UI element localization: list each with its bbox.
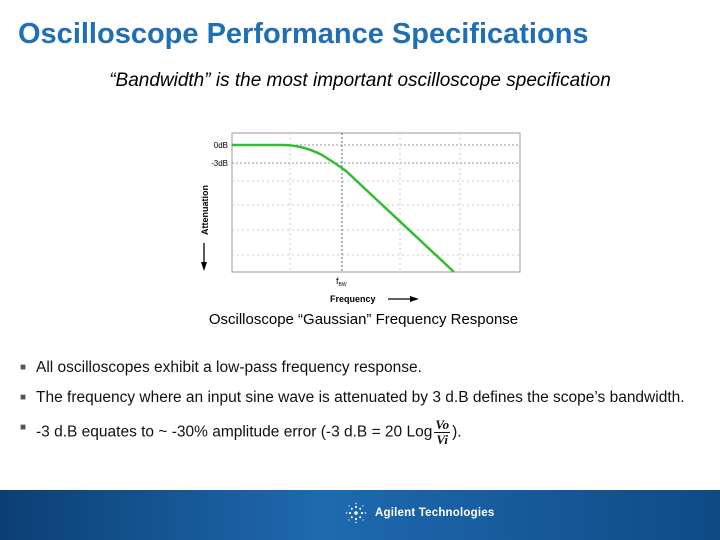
- fraction-denominator: Vi: [436, 432, 448, 447]
- brand-name: Agilent Technologies: [375, 507, 495, 519]
- slide-title: Oscilloscope Performance Specifications: [18, 18, 589, 50]
- frequency-response-chart: 0dB -3dB Attenuation fBW Frequency: [190, 125, 535, 310]
- bullet-square-icon: ■: [20, 362, 27, 373]
- y-axis-label: Attenuation: [200, 185, 210, 235]
- voltage-ratio-fraction: Vo Vi: [434, 417, 451, 447]
- x-axis-label: Frequency: [330, 294, 376, 304]
- bullet-text-end: ).: [452, 423, 462, 441]
- y-axis-arrowhead: [201, 262, 207, 271]
- bullet-text: The frequency where an input sine wave i…: [36, 389, 685, 406]
- bullet-item: ■ The frequency where an input sine wave…: [20, 388, 705, 407]
- slide-subtitle: “Bandwidth” is the most important oscill…: [109, 70, 611, 91]
- tick-label-0db: 0dB: [214, 141, 228, 150]
- chart-caption: Oscilloscope “Gaussian” Frequency Respon…: [208, 311, 519, 328]
- bullet-item: ■ -3 d.B equates to ~ -30% amplitude err…: [20, 418, 705, 447]
- bullet-text: All oscilloscopes exhibit a low-pass fre…: [36, 359, 422, 376]
- bullet-text: -3 d.B equates to ~ -30% amplitude error…: [36, 423, 433, 441]
- brand-logo: Agilent Technologies: [345, 502, 494, 524]
- bullet-list: ■ All oscilloscopes exhibit a low-pass f…: [20, 358, 705, 458]
- chart-svg: 0dB -3dB Attenuation fBW Frequency: [200, 132, 521, 304]
- response-curve: [232, 143, 455, 273]
- agilent-spark-icon: [345, 502, 367, 524]
- plot-frame: [231, 132, 521, 273]
- bullet-square-icon: ■: [20, 422, 27, 433]
- fraction-numerator: Vo: [434, 417, 451, 433]
- footer-bar: Agilent Technologies: [0, 490, 720, 540]
- tick-label-3db: -3dB: [211, 159, 228, 168]
- bw-marker-label: fBW: [336, 276, 347, 288]
- x-axis-arrowhead: [410, 296, 419, 302]
- bullet-item: ■ All oscilloscopes exhibit a low-pass f…: [20, 358, 705, 377]
- bullet-square-icon: ■: [20, 392, 27, 403]
